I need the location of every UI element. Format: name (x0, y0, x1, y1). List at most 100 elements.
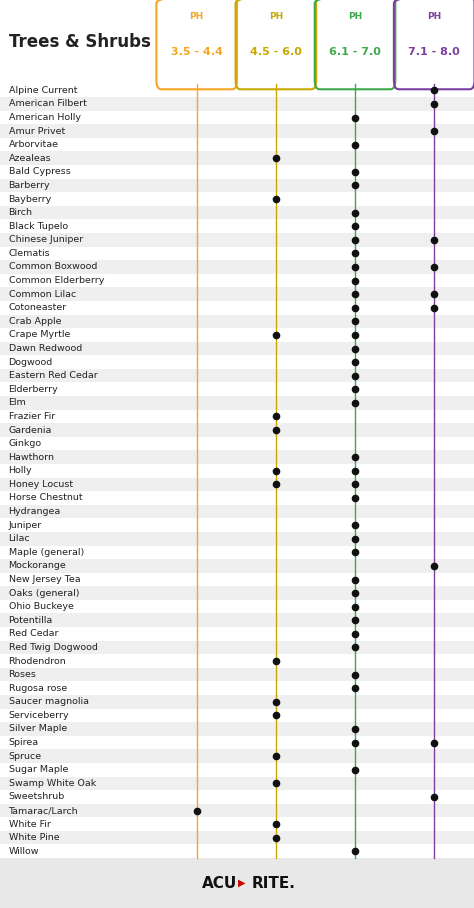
Text: Alpine Current: Alpine Current (9, 86, 77, 94)
Bar (0, 328, 474, 341)
Bar (0, 423, 474, 437)
Bar (0, 478, 474, 491)
Bar (0, 124, 474, 138)
Text: PH: PH (427, 12, 441, 21)
Text: 4.5 - 6.0: 4.5 - 6.0 (250, 47, 302, 57)
Bar (0, 247, 474, 261)
Bar (0, 233, 474, 247)
Bar (0, 0, 474, 84)
Text: 3.5 - 4.4: 3.5 - 4.4 (171, 47, 223, 57)
Text: Crab Apple: Crab Apple (9, 317, 61, 326)
Text: Common Lilac: Common Lilac (9, 290, 76, 299)
Bar (0, 532, 474, 546)
Bar (0, 261, 474, 274)
Bar (0, 790, 474, 804)
Text: White Pine: White Pine (9, 834, 59, 843)
Bar (0, 111, 474, 124)
Text: PH: PH (190, 12, 204, 21)
Text: Tamarac/Larch: Tamarac/Larch (9, 806, 78, 815)
Bar (0, 667, 474, 681)
Bar (0, 722, 474, 735)
Text: Sweetshrub: Sweetshrub (9, 793, 65, 802)
Text: Amur Privet: Amur Privet (9, 126, 65, 135)
Bar (0, 505, 474, 518)
Bar (0, 817, 474, 831)
Text: Gardenia: Gardenia (9, 426, 52, 435)
Bar (0, 192, 474, 206)
Text: Barberry: Barberry (9, 181, 50, 190)
Text: Frazier Fir: Frazier Fir (9, 412, 55, 421)
Bar (0, 341, 474, 355)
Text: Maple (general): Maple (general) (9, 548, 84, 557)
Bar (0, 831, 474, 844)
Bar (0, 844, 474, 858)
Text: Horse Chestnut: Horse Chestnut (9, 493, 82, 502)
Bar (0, 287, 474, 301)
Bar (0, 600, 474, 614)
Text: ▶: ▶ (238, 878, 246, 888)
Bar (0, 274, 474, 287)
Bar (0, 695, 474, 708)
Text: Red Cedar: Red Cedar (9, 629, 58, 638)
Text: Serviceberry: Serviceberry (9, 711, 69, 720)
Text: American Filbert: American Filbert (9, 99, 86, 108)
Text: Arborvitae: Arborvitae (9, 140, 58, 149)
Bar (0, 641, 474, 655)
Text: Rugosa rose: Rugosa rose (9, 684, 67, 693)
Bar (0, 763, 474, 776)
Text: PH: PH (269, 12, 283, 21)
Text: PH: PH (348, 12, 362, 21)
Text: Dogwood: Dogwood (9, 358, 53, 367)
Text: Red Twig Dogwood: Red Twig Dogwood (9, 643, 98, 652)
Text: Ginkgo: Ginkgo (9, 439, 42, 449)
Bar (0, 804, 474, 817)
Text: Elm: Elm (9, 399, 26, 408)
Bar (0, 655, 474, 667)
Bar (0, 301, 474, 314)
Text: Dawn Redwood: Dawn Redwood (9, 344, 82, 353)
Text: New Jersey Tea: New Jersey Tea (9, 575, 80, 584)
Bar (0, 546, 474, 559)
Text: Eastern Red Cedar: Eastern Red Cedar (9, 371, 97, 380)
Bar (0, 206, 474, 220)
Bar (0, 355, 474, 369)
Bar (0, 708, 474, 722)
Text: Oaks (general): Oaks (general) (9, 588, 79, 597)
Bar (0, 614, 474, 627)
Text: ACU: ACU (202, 875, 237, 891)
Bar (0, 587, 474, 600)
Text: Birch: Birch (9, 208, 33, 217)
Text: Trees & Shrubs: Trees & Shrubs (9, 33, 150, 51)
Text: Hydrangea: Hydrangea (9, 507, 61, 516)
Bar (0, 491, 474, 505)
Bar (0, 165, 474, 179)
Text: Swamp White Oak: Swamp White Oak (9, 779, 96, 788)
Text: American Holly: American Holly (9, 113, 81, 122)
Bar (0, 220, 474, 233)
Bar (0, 179, 474, 192)
Bar (0, 152, 474, 165)
Text: Crape Myrtle: Crape Myrtle (9, 331, 70, 340)
Bar (0, 464, 474, 478)
Text: Common Boxwood: Common Boxwood (9, 262, 97, 271)
Bar (0, 681, 474, 695)
Bar (0, 858, 474, 908)
Text: Mockorange: Mockorange (9, 561, 66, 570)
Bar (0, 776, 474, 790)
Text: Elderberry: Elderberry (9, 385, 58, 394)
Text: Bald Cypress: Bald Cypress (9, 167, 70, 176)
Text: Willow: Willow (9, 847, 39, 855)
Bar (0, 559, 474, 573)
Bar (0, 627, 474, 641)
Text: White Fir: White Fir (9, 820, 50, 829)
Text: Bayberry: Bayberry (9, 194, 52, 203)
Bar (0, 735, 474, 749)
Text: Spirea: Spirea (9, 738, 39, 747)
Text: Lilac: Lilac (9, 534, 30, 543)
Text: RITE.: RITE. (251, 875, 295, 891)
Text: Azealeas: Azealeas (9, 153, 51, 163)
Text: Spruce: Spruce (9, 752, 42, 761)
Text: Holly: Holly (9, 467, 32, 475)
Bar (0, 437, 474, 450)
Bar (0, 97, 474, 111)
